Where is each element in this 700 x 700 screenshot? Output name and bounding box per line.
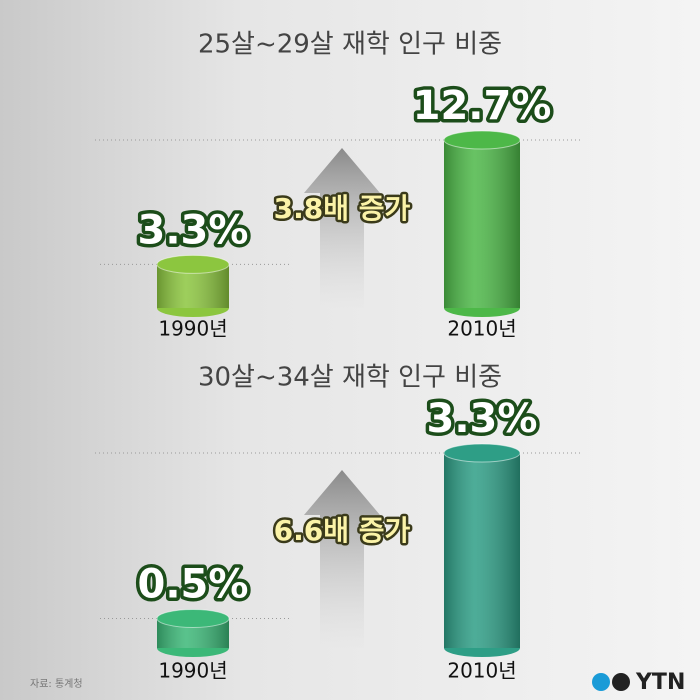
category-label: 1990년 [158, 659, 227, 683]
annotation: 3.8배 증가 [274, 192, 411, 225]
bar-top [443, 443, 521, 463]
annotation: 6.6배 증가 [274, 514, 411, 547]
logo-dot [612, 673, 630, 691]
source: 자료: 통계청 [30, 678, 83, 690]
chart-title: 30살~34살 재학 인구 비중 [198, 363, 502, 393]
logo-dot [592, 673, 610, 691]
value-label: 12.7% [413, 83, 552, 129]
arrow [304, 470, 380, 648]
category-label: 2010년 [447, 659, 516, 683]
value-label: 3.3% [138, 207, 249, 253]
chart-title: 25살~29살 재학 인구 비중 [198, 30, 502, 60]
category-label: 2010년 [447, 317, 516, 341]
arrow [304, 148, 380, 308]
value-label: 0.5% [138, 561, 249, 607]
logo: YTN [635, 670, 685, 695]
value-label: 3.3% [427, 396, 538, 442]
bar-top [156, 254, 230, 274]
bar-shade [444, 453, 520, 648]
bar-top [443, 130, 521, 150]
bar-top [156, 608, 230, 628]
category-label: 1990년 [158, 317, 227, 341]
bar-shade [444, 140, 520, 308]
